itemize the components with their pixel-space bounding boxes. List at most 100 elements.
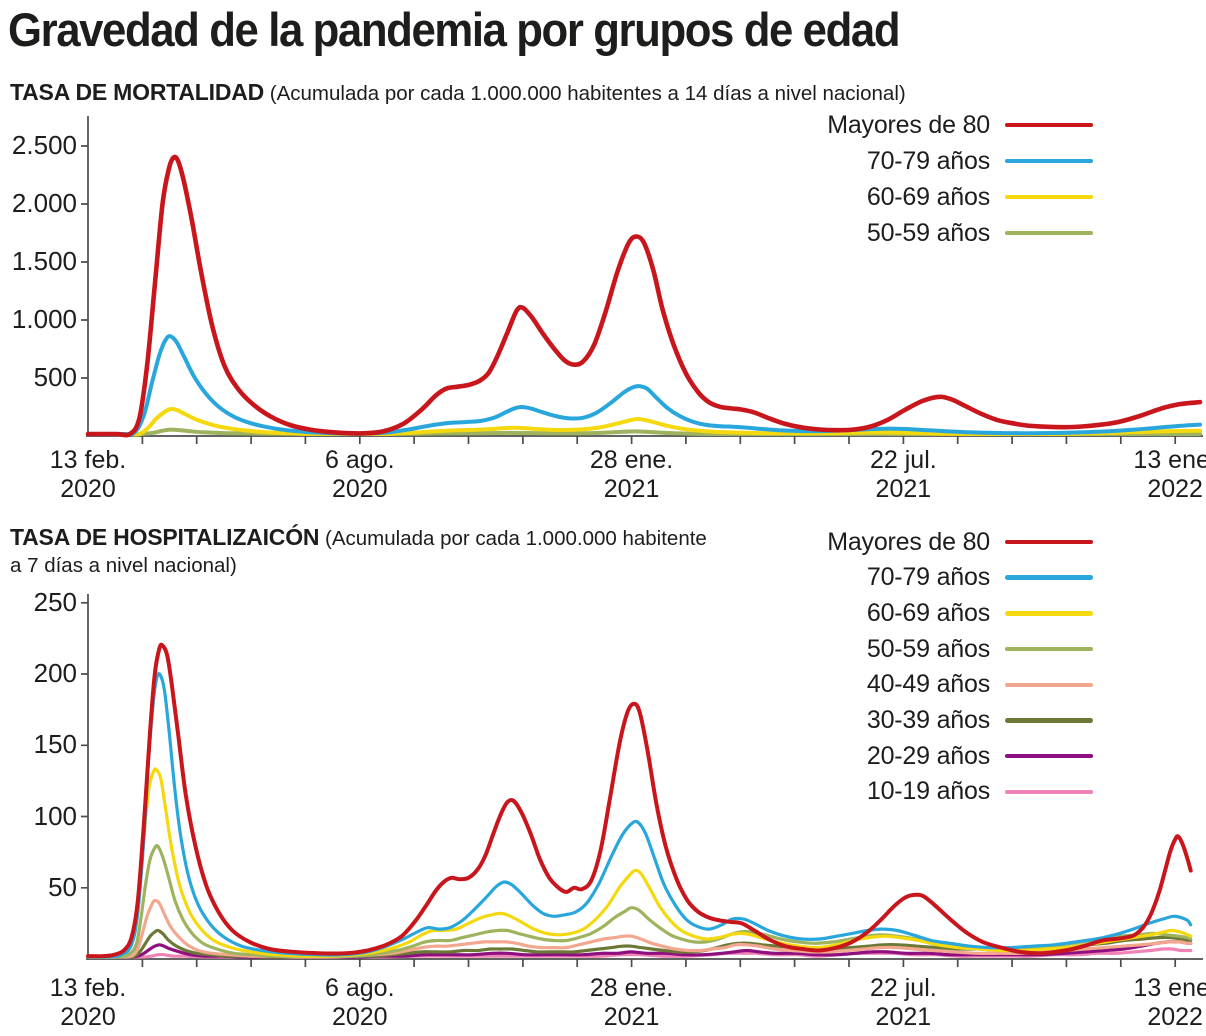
x-axis-label: 13 feb. 2020 <box>18 974 158 1032</box>
legend-swatch <box>1005 230 1093 236</box>
legend-label: 60-69 años <box>866 182 990 211</box>
x-axis-label-date: 13 ene. <box>1133 974 1206 1002</box>
legend-swatch <box>1005 122 1093 128</box>
y-axis-label: 500 <box>33 362 77 392</box>
y-axis-label: 2.000 <box>11 188 77 218</box>
x-axis-label-date: 6 ago. <box>325 974 395 1002</box>
x-axis-label-date: 13 ene. <box>1133 446 1206 474</box>
x-axis-label-date: 22 jul. <box>870 446 937 474</box>
hospitalization-chart-subtitle-line2: a 7 días a nivel nacional) <box>10 554 237 578</box>
x-axis-label: 13 feb. 2020 <box>18 446 158 504</box>
chart-tasa-de-hospitalizaic-n <box>81 594 1203 967</box>
legend-label: 50-59 años <box>866 218 990 247</box>
legend-item: 50-59 años <box>728 218 1093 248</box>
legend-label: Mayores de 80 <box>827 110 990 139</box>
x-axis-label-year: 2020 <box>60 475 116 503</box>
legend-label: Mayores de 80 <box>827 527 990 556</box>
legend-swatch <box>1005 611 1093 616</box>
series-line-40-49-a-os <box>86 898 1193 959</box>
x-axis-label-year: 2020 <box>60 1003 116 1031</box>
x-axis-label: 6 ago. 2020 <box>290 446 430 504</box>
legend-item: Mayores de 80 <box>728 527 1093 557</box>
legend-label: 70-79 años <box>866 146 990 175</box>
legend-item: 10-19 años <box>728 777 1093 807</box>
legend-item: 60-69 años <box>728 598 1093 628</box>
legend-swatch <box>1005 575 1093 580</box>
x-axis-ticks <box>141 436 1177 444</box>
page-title: Gravedad de la pandemia por grupos de ed… <box>8 3 901 56</box>
legend-swatch <box>1005 194 1093 200</box>
x-axis-label: 22 jul. 2021 <box>833 446 973 504</box>
legend-label: 70-79 años <box>866 563 990 592</box>
series-line-70-79-a-os <box>86 672 1193 959</box>
legend-swatch <box>1005 539 1093 545</box>
legend-label: 20-29 años <box>866 741 990 770</box>
x-axis-label: 13 ene.2022 <box>1105 974 1206 1032</box>
x-axis-label-date: 13 feb. <box>49 446 127 474</box>
legend-label: 50-59 años <box>866 634 990 663</box>
legend-item: Mayores de 80 <box>728 110 1093 140</box>
x-axis-label-date: 13 feb. <box>49 974 127 1002</box>
x-axis-label-year: 2020 <box>331 1003 388 1031</box>
series-line-mayores-de-80 <box>85 154 1203 438</box>
legend-swatch <box>1005 718 1093 723</box>
x-axis-label-date: 22 jul. <box>870 974 937 1002</box>
x-axis-ticks <box>141 959 1177 967</box>
x-axis-label: 22 jul. 2021 <box>833 974 973 1032</box>
mortality-chart-heading: TASA DE MORTALIDAD (Acumulada por cada 1… <box>10 77 1110 107</box>
chart-tasa-de-mortalidad <box>81 116 1203 444</box>
y-axis-label: 250 <box>33 586 77 617</box>
legend-label: 10-19 años <box>866 777 990 806</box>
series-line-60-69-a-os <box>86 767 1193 959</box>
x-axis-label-year: 2021 <box>603 475 660 503</box>
legend-swatch <box>1005 646 1093 652</box>
mortality-chart-subtitle: (Acumulada por cada 1.000.000 habitentes… <box>269 82 906 105</box>
y-axis-label: 2.500 <box>11 130 77 160</box>
legend-item: 40-49 años <box>728 670 1093 700</box>
x-axis-label-year: 2020 <box>331 475 388 503</box>
y-axis-ticks <box>81 601 88 889</box>
hospitalization-chart-title: TASA DE HOSPITALIZAICÓN <box>10 524 320 550</box>
series-line-mayores-de-80 <box>86 642 1193 959</box>
axis-lines <box>86 594 1203 960</box>
y-axis-label: 1.500 <box>11 246 77 276</box>
y-axis-label: 1.000 <box>11 304 77 334</box>
x-axis-label-year: 2021 <box>603 1003 660 1031</box>
x-axis-label-date: 28 ene. <box>589 974 674 1002</box>
legend-item: 50-59 años <box>728 634 1093 664</box>
x-axis-label-year: 2021 <box>875 475 932 503</box>
legend-label: 30-39 años <box>866 706 990 734</box>
x-axis-label: 6 ago. 2020 <box>290 974 430 1032</box>
y-axis-label: 50 <box>48 871 77 902</box>
legend-item: 60-69 años <box>728 182 1093 212</box>
legend-label: 60-69 años <box>866 598 990 627</box>
y-axis-label: 150 <box>33 729 77 760</box>
mortality-chart-title: TASA DE MORTALIDAD <box>10 79 265 105</box>
x-axis-label: 28 ene. 2021 <box>562 446 702 504</box>
legend-item: 70-79 años <box>728 146 1093 176</box>
x-axis-label-date: 6 ago. <box>325 446 395 474</box>
legend-item: 20-29 años <box>728 741 1093 771</box>
legend-item: 30-39 años <box>728 706 1093 736</box>
hospitalization-chart-heading: TASA DE HOSPITALIZAICÓN (Acumulada por c… <box>10 522 820 579</box>
x-axis-label-date: 28 ene. <box>589 446 674 474</box>
y-axis-ticks <box>81 145 88 379</box>
series-line-70-79-a-os <box>86 334 1202 437</box>
y-axis-label: 100 <box>33 800 77 831</box>
hospitalization-chart-subtitle-line1: (Acumulada por cada 1.000.000 habitente <box>325 527 707 550</box>
legend-swatch <box>1005 789 1093 795</box>
x-axis-label-year: 2021 <box>875 1003 932 1031</box>
legend-swatch <box>1005 753 1093 759</box>
x-axis-label: 13 ene.2022 <box>1105 446 1206 504</box>
x-axis-label-year: 2022 <box>1147 475 1203 503</box>
legend-item: 70-79 años <box>728 563 1093 593</box>
x-axis-label: 28 ene. 2021 <box>562 974 702 1032</box>
series-line-50-59-a-os <box>86 844 1193 959</box>
legend-label: 40-49 años <box>866 670 990 699</box>
x-axis-label-year: 2022 <box>1147 1003 1203 1031</box>
y-axis-label: 200 <box>33 658 77 688</box>
legend-swatch <box>1005 158 1093 164</box>
legend-swatch <box>1005 682 1093 688</box>
